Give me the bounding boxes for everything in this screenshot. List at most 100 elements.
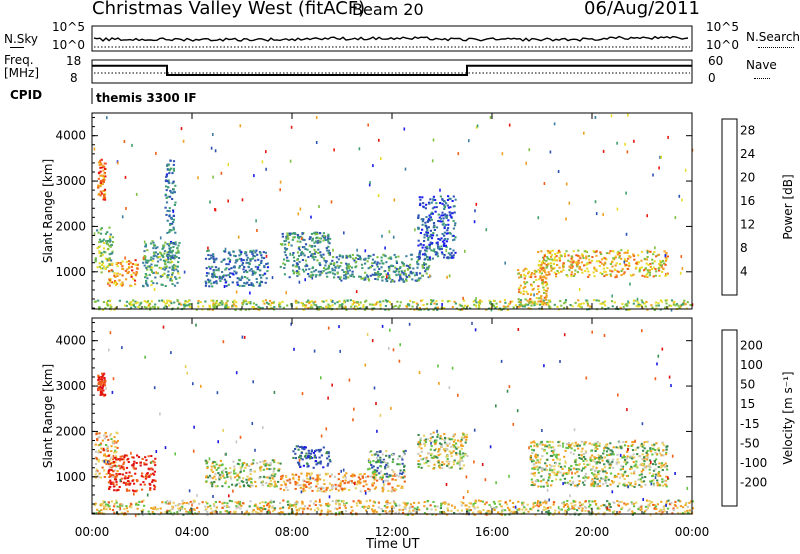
scatter-cell [607, 478, 610, 481]
scatter-cell [372, 470, 375, 473]
scatter-cell [639, 507, 642, 510]
scatter-cell [603, 463, 606, 466]
scatter-cell [307, 449, 310, 452]
scatter-cell [570, 273, 573, 276]
scatter-cell [538, 290, 541, 293]
scatter-cell [315, 485, 318, 488]
scatter-cell [413, 274, 417, 277]
scatter-cell [174, 276, 177, 279]
scatter-cell [438, 248, 441, 251]
scatter-cell [168, 215, 171, 218]
scatter-cell [314, 504, 317, 506]
scatter-cell [523, 277, 526, 280]
scatter-cell [99, 170, 102, 173]
scatter-cell [152, 305, 155, 308]
scatter-cell [626, 150, 629, 154]
scatter-cell [144, 245, 147, 248]
scatter-cell [106, 116, 108, 120]
scatter-cell [661, 442, 664, 445]
scatter-cell [653, 504, 656, 506]
scatter-cell [222, 275, 225, 278]
scatter-cell [292, 477, 295, 480]
scatter-cell [271, 473, 274, 476]
scatter-cell [423, 457, 426, 460]
scatter-cell [249, 249, 252, 252]
scatter-cell [144, 243, 148, 246]
scatter-cell [443, 447, 447, 450]
scatter-cell [364, 480, 367, 483]
scatter-cell [165, 265, 168, 268]
scatter-cell [132, 277, 135, 280]
scatter-cell [332, 263, 335, 266]
scatter-cell [504, 509, 507, 512]
scatter-cell [437, 245, 440, 248]
scatter-cell [278, 301, 281, 304]
scatter-cell [260, 261, 263, 264]
scatter-cell [244, 251, 247, 253]
scatter-cell [433, 206, 436, 209]
scatter-cell [161, 267, 164, 270]
scatter-cell [426, 247, 429, 250]
scatter-cell [103, 188, 107, 191]
scatter-cell [338, 305, 341, 308]
scatter-cell [536, 459, 539, 462]
scatter-cell [398, 484, 401, 487]
scatter-cell [530, 460, 534, 463]
scatter-cell [662, 484, 665, 487]
scatter-cell [595, 254, 598, 257]
scatter-cell [657, 447, 660, 450]
scatter-cell [380, 266, 383, 269]
scatter-cell [422, 442, 425, 445]
scatter-cell [609, 442, 612, 445]
scatter-cell [615, 274, 618, 277]
scatter-cell [359, 490, 362, 493]
scatter-cell [625, 308, 628, 311]
scatter-cell [391, 280, 394, 283]
scatter-cell [536, 468, 539, 471]
scatter-cell [636, 300, 639, 303]
scatter-cell [423, 262, 426, 265]
scatter-cell [134, 273, 137, 276]
scatter-cell [432, 250, 435, 252]
scatter-cell [594, 444, 597, 447]
scatter-cell [131, 464, 134, 467]
scatter-cell [242, 480, 245, 483]
scatter-cell [280, 484, 283, 487]
scatter-cell [433, 449, 436, 452]
scatter-cell [446, 256, 449, 259]
scatter-cell [286, 259, 289, 262]
scatter-cell [345, 262, 348, 265]
scatter-cell [327, 462, 330, 465]
scatter-cell [646, 453, 649, 456]
scatter-cell [217, 269, 220, 272]
scatter-cell [422, 218, 425, 221]
scatter-cell [176, 504, 180, 507]
scatter-cell [653, 308, 656, 311]
scatter-cell [550, 258, 554, 261]
scatter-cell [532, 440, 535, 443]
freq-strip [91, 59, 693, 84]
scatter-cell [98, 238, 102, 241]
scatter-cell [168, 182, 171, 185]
scatter-cell [304, 455, 307, 457]
scatter-cell [171, 272, 174, 274]
scatter-cell [657, 472, 660, 475]
scatter-cell [583, 463, 586, 466]
scatter-cell [577, 447, 580, 450]
scatter-cell [102, 190, 105, 192]
y-tick-label: 1000 [55, 265, 86, 279]
scatter-cell [334, 487, 338, 490]
scatter-cell [171, 172, 174, 175]
scatter-cell [115, 441, 118, 444]
scatter-cell [177, 249, 180, 252]
scatter-cell [301, 458, 304, 461]
scatter-cell [171, 249, 174, 252]
scatter-cell [612, 481, 616, 484]
scatter-cell [637, 261, 640, 264]
scatter-cell [313, 270, 316, 273]
scatter-cell [254, 503, 257, 506]
scatter-cell [325, 452, 328, 455]
scatter-cell [394, 266, 397, 269]
scatter-cell [616, 453, 619, 456]
scatter-cell [620, 274, 623, 277]
